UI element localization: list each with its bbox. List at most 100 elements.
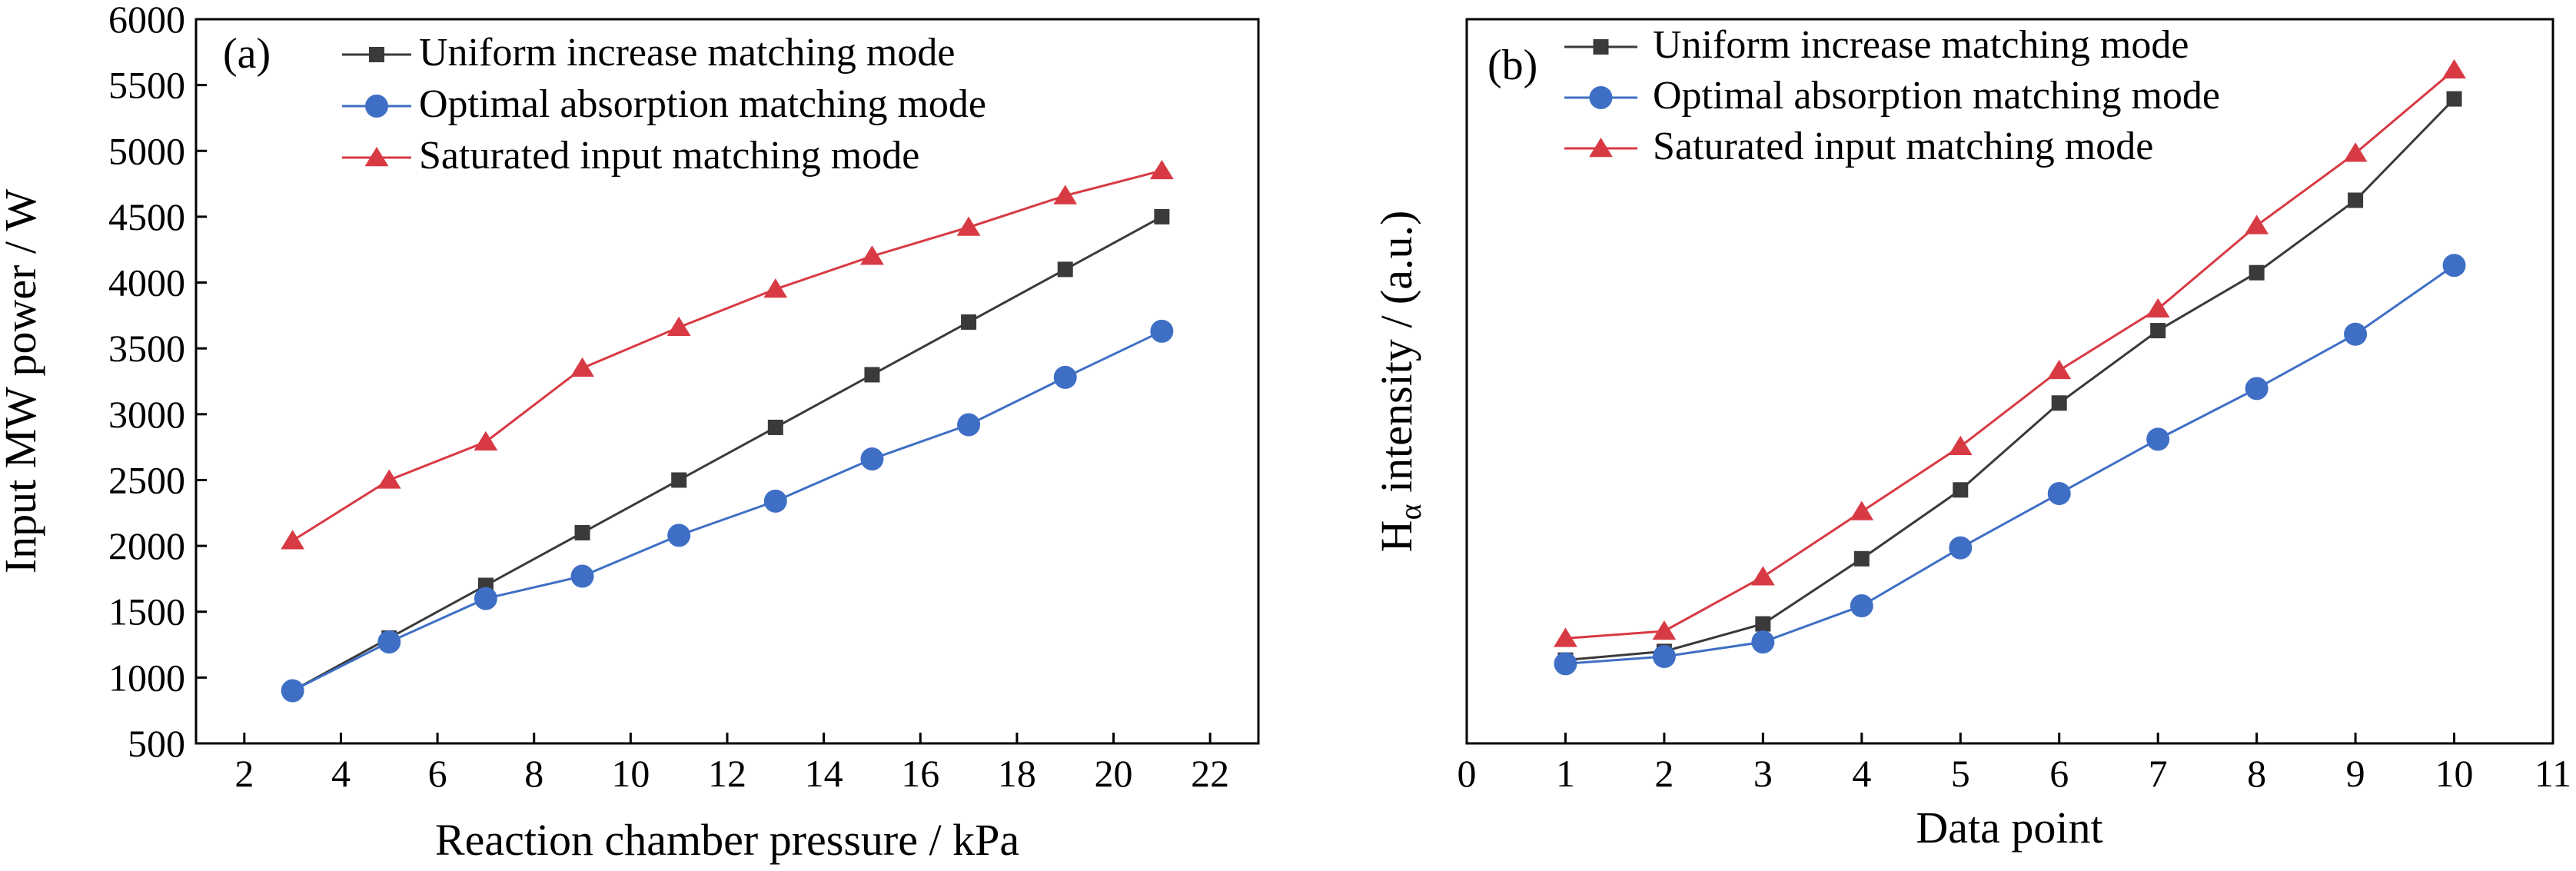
data-point-b-2 [2442, 58, 2466, 79]
data-point-a-2 [1149, 159, 1174, 180]
x-tick-label-b: 10 [2435, 752, 2474, 795]
data-point-b-0 [2051, 395, 2067, 411]
data-point-b-1 [2344, 322, 2368, 346]
legend-marker-a-2 [364, 147, 389, 167]
data-point-a-0 [767, 419, 783, 435]
data-point-b-2 [2047, 359, 2072, 380]
data-point-a-1 [957, 413, 981, 437]
legend-marker-b-1 [1589, 86, 1613, 109]
series-line-b-1 [1565, 264, 2455, 665]
series-line-a-1 [291, 330, 1163, 692]
x-tick-label-b: 7 [2149, 752, 2168, 795]
legend-label-b-0: Uniform increase matching mode [1653, 23, 2189, 67]
series-line-b-2 [1565, 68, 2455, 640]
data-point-b-1 [1652, 644, 1676, 668]
x-tick-label-a: 22 [1191, 752, 1229, 795]
x-tick-label-b: 4 [1852, 752, 1871, 795]
data-point-a-2 [474, 431, 498, 450]
x-tick-label-a: 12 [708, 752, 746, 795]
x-tick-label-b: 2 [1654, 752, 1674, 795]
y-tick-label-a: 4000 [108, 261, 185, 304]
data-point-b-1 [2442, 254, 2466, 278]
legend-marker-b-2 [1589, 138, 1613, 158]
data-point-b-2 [1554, 627, 1577, 647]
legend-label-a-1: Optimal absorption matching mode [419, 82, 986, 126]
data-point-a-0 [671, 472, 687, 488]
y-axis-label-a: Input MW power / W [0, 189, 45, 574]
data-point-b-1 [1949, 536, 1973, 560]
series-markers-a [281, 159, 1174, 703]
axis-ticks-a: 2 4 6 8 10 12 14 16 18 20 22 500 1000 1500 2000 2500 300… [108, 0, 1229, 795]
series-line-a-2 [291, 169, 1162, 542]
data-point-b-1 [2047, 482, 2071, 506]
x-tick-label-a: 8 [524, 752, 543, 795]
y-axis-label-b-rest: intensity / (a.u.) [1371, 211, 1421, 504]
y-tick-label-a: 3000 [108, 393, 185, 436]
data-point-a-2 [377, 469, 401, 489]
data-point-b-0 [2150, 323, 2166, 339]
x-tick-label-a: 2 [234, 752, 254, 795]
x-tick-label-b: 6 [2049, 752, 2069, 795]
series-line-b-0 [1565, 98, 2455, 662]
series-line-a-0 [291, 215, 1163, 692]
chart-panel-b: 0 1 2 3 4 5 6 7 8 9 10 11 (b) Uniform increase matc… [1371, 18, 2571, 853]
data-point-a-1 [377, 630, 401, 654]
y-tick-label-a: 3500 [108, 327, 185, 370]
data-point-a-1 [1053, 365, 1077, 389]
data-point-a-1 [763, 489, 787, 513]
x-tick-label-b: 0 [1458, 752, 1477, 795]
x-tick-label-a: 16 [901, 752, 939, 795]
legend-label-b-2: Saturated input matching mode [1653, 125, 2153, 168]
legend-label-b-1: Optimal absorption matching mode [1653, 74, 2220, 118]
y-tick-label-a: 5000 [108, 129, 185, 172]
y-tick-label-a: 6000 [108, 0, 185, 41]
data-point-a-2 [1053, 185, 1078, 204]
x-tick-label-b: 3 [1753, 752, 1773, 795]
data-point-b-1 [1850, 594, 1873, 618]
y-axis-label-b-main: H [1371, 520, 1421, 552]
data-point-b-2 [1850, 500, 1874, 520]
y-axis-label-b: Hα intensity / (a.u.) [1371, 211, 1428, 553]
data-point-b-1 [1751, 630, 1775, 654]
data-point-b-2 [2245, 214, 2269, 234]
data-point-b-2 [1750, 566, 1775, 586]
x-tick-label-b: 8 [2247, 752, 2266, 795]
y-axis-label-b-sub: α [1393, 504, 1428, 520]
data-point-a-2 [763, 278, 788, 298]
data-point-a-1 [570, 564, 594, 588]
x-axis-label-a: Reaction chamber pressure / kPa [435, 815, 1019, 865]
legend-marker-a-0 [369, 47, 384, 62]
x-tick-label-b: 5 [1951, 752, 1970, 795]
y-tick-label-a: 2500 [108, 458, 185, 501]
legend-b: Uniform increase matching mode Optimal ab… [1564, 23, 2220, 168]
x-tick-label-b: 1 [1556, 752, 1575, 795]
data-point-b-0 [1953, 482, 1969, 498]
x-tick-label-b: 11 [2534, 752, 2571, 795]
data-point-b-0 [1853, 550, 1870, 567]
x-tick-label-a: 6 [428, 752, 447, 795]
data-point-b-0 [2249, 264, 2265, 281]
data-point-a-2 [281, 530, 305, 550]
legend-marker-a-1 [365, 95, 388, 118]
data-point-a-2 [570, 357, 594, 377]
data-point-b-0 [1755, 616, 1771, 632]
chart-panel-a: 2 4 6 8 10 12 14 16 18 20 22 500 1000 1500 2000 2500 300… [0, 0, 1260, 865]
legend-a: Uniform increase matching mode Optimal ab… [342, 31, 986, 178]
data-point-b-2 [2343, 142, 2368, 162]
data-point-a-0 [864, 367, 880, 383]
data-point-a-1 [474, 587, 497, 610]
series-lines-b [1565, 68, 2455, 665]
data-point-b-1 [2245, 377, 2269, 401]
legend-label-a-0: Uniform increase matching mode [419, 31, 955, 75]
x-tick-label-a: 4 [331, 752, 351, 795]
legend-marker-b-0 [1593, 39, 1609, 55]
data-point-a-2 [860, 245, 884, 265]
data-point-a-0 [574, 524, 590, 540]
data-point-a-1 [860, 447, 884, 471]
legend-label-a-2: Saturated input matching mode [419, 134, 919, 178]
y-tick-label-a: 500 [128, 722, 185, 765]
data-point-a-1 [1150, 319, 1174, 343]
axis-ticks-b: 0 1 2 3 4 5 6 7 8 9 10 11 [1458, 733, 2571, 795]
